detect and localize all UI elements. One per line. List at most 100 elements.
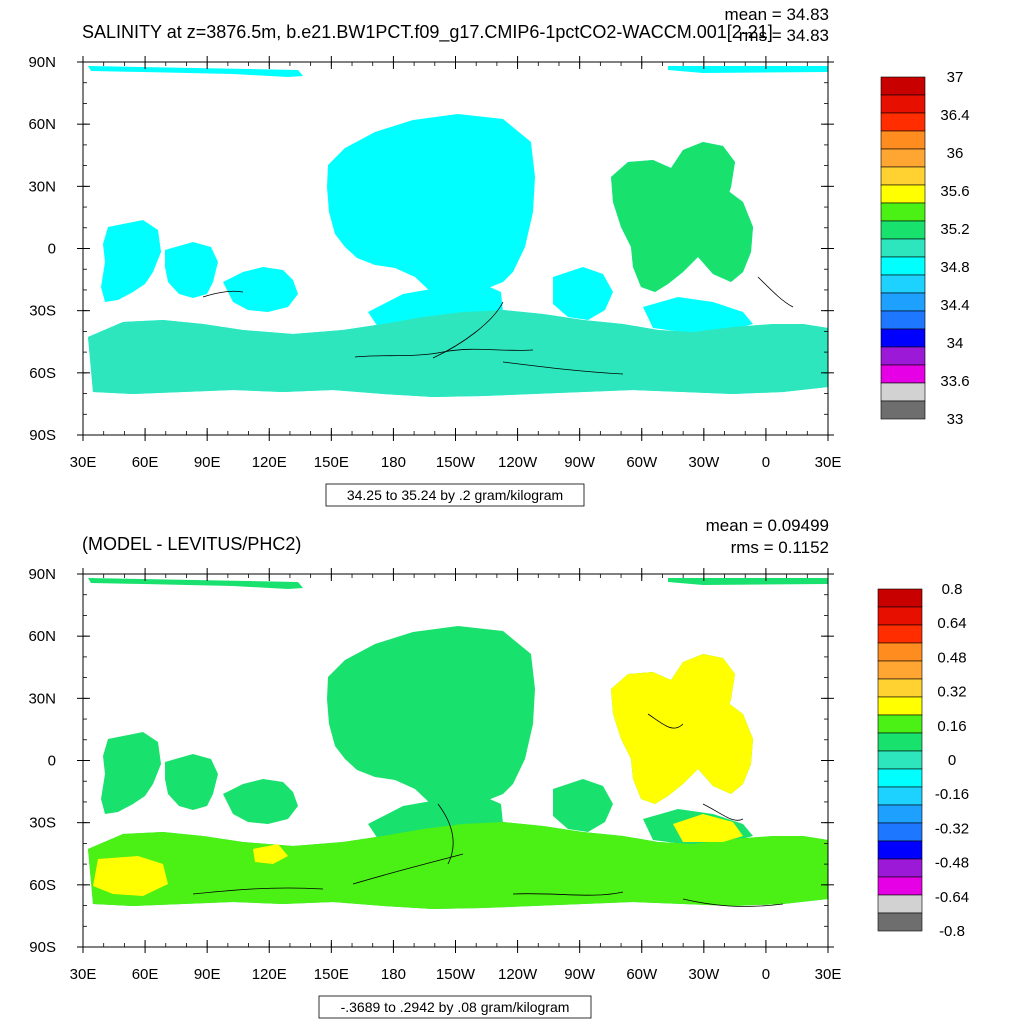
colorbar-box	[877, 786, 923, 806]
colorbar-box	[880, 382, 926, 402]
colorbar-box	[877, 894, 923, 914]
colorbar-box	[877, 768, 923, 788]
panel-title: (MODEL - LEVITUS/PHC2)	[82, 534, 301, 554]
lat-label: 30S	[29, 815, 56, 832]
colorbar-label: -0.48	[935, 855, 969, 872]
colorbar-box	[880, 130, 926, 150]
lon-label: 120E	[252, 454, 287, 471]
colorbar-box	[877, 858, 923, 878]
lon-label: 150E	[314, 966, 349, 983]
colorbar-box	[877, 840, 923, 860]
colorbar-label: 0.8	[942, 581, 963, 598]
lat-label: 0	[48, 241, 56, 258]
panel-title: SALINITY at z=3876.5m, b.e21.BW1PCT.f09_…	[82, 22, 773, 43]
colorbar-label: -0.8	[939, 923, 965, 940]
lon-labels: 30E 60E 90E 120E 150E 180 150W 120W 90W 60W 30W 0 30…	[70, 454, 842, 471]
colorbar-box	[880, 94, 926, 114]
lat-label: 60S	[29, 365, 56, 382]
rms-label: rms = 34.83	[739, 26, 829, 45]
contour-info: 34.25 to 35.24 by .2 gram/kilogram	[347, 487, 563, 503]
rms-label: rms = 0.1152	[731, 538, 829, 557]
panel-difference: (MODEL - LEVITUS/PHC2) mean = 0.09499 rm…	[28, 516, 969, 1019]
colorbar-box	[880, 148, 926, 168]
lat-label: 60N	[28, 628, 56, 645]
colorbar-box	[877, 714, 923, 734]
lon-label: 60E	[132, 966, 159, 983]
lon-label: 30E	[815, 454, 842, 471]
colorbar-box	[877, 588, 923, 608]
colorbar-box	[877, 732, 923, 752]
colorbar-label: 33	[947, 411, 964, 428]
colorbar-label: 36	[947, 145, 964, 162]
colorbar-label: 0.64	[937, 615, 966, 632]
colorbar-box	[877, 750, 923, 770]
colorbar-box	[877, 804, 923, 824]
lon-label: 30E	[70, 966, 97, 983]
colorbar-box	[880, 400, 926, 420]
colorbar-label: 34	[947, 335, 964, 352]
colorbar-label: 34.4	[940, 297, 969, 314]
colorbar-label: 34.8	[940, 259, 969, 276]
colorbar-box	[877, 606, 923, 626]
lat-label: 60S	[29, 877, 56, 894]
colorbar-box	[880, 76, 926, 96]
colorbar-label: 0.32	[937, 684, 966, 701]
colorbar-label: 36.4	[940, 107, 969, 124]
colorbar-box	[877, 678, 923, 698]
map-area	[83, 62, 828, 435]
axis-ticks	[77, 56, 834, 441]
panel-salinity: SALINITY at z=3876.5m, b.e21.BW1PCT.f09_…	[28, 5, 970, 507]
colorbar-box	[877, 912, 923, 932]
colorbar-label: 0.48	[937, 649, 966, 666]
lat-label: 0	[48, 753, 56, 770]
mean-label: mean = 34.83	[725, 5, 829, 24]
lon-label: 30W	[688, 966, 720, 983]
lon-label: 150E	[314, 454, 349, 471]
map-area	[83, 574, 828, 947]
contour-info: -.3689 to .2942 by .08 gram/kilogram	[341, 999, 570, 1015]
colorbar-box	[877, 660, 923, 680]
lon-label: 180	[381, 454, 406, 471]
lon-labels: 30E 60E 90E 120E 150E 180 150W 120W 90W 60W 30W 0 30…	[70, 966, 842, 983]
lat-label: 90S	[29, 939, 56, 956]
colorbar-label: -0.64	[935, 889, 969, 906]
colorbar-box	[880, 256, 926, 276]
colorbar-box	[877, 624, 923, 644]
lat-label: 90N	[28, 566, 56, 583]
colorbar-box	[880, 238, 926, 258]
lat-label: 90S	[29, 427, 56, 444]
colorbar-box	[877, 822, 923, 842]
lon-label: 0	[762, 966, 770, 983]
lon-label: 90W	[564, 454, 596, 471]
colorbar-box	[880, 166, 926, 186]
colorbar-label: 33.6	[940, 373, 969, 390]
colorbar-box	[880, 202, 926, 222]
lat-label: 30N	[28, 178, 56, 195]
lat-label: 30N	[28, 690, 56, 707]
lon-label: 180	[381, 966, 406, 983]
lon-label: 150W	[436, 966, 476, 983]
colorbar-label: 35.6	[940, 183, 969, 200]
yellow-patches	[93, 814, 743, 896]
lon-label: 60W	[626, 454, 658, 471]
lon-label: 30E	[70, 454, 97, 471]
lon-label: 120W	[498, 966, 538, 983]
lon-label: 90W	[564, 966, 596, 983]
colorbar-box	[877, 642, 923, 662]
colorbar-label: -0.16	[935, 786, 969, 803]
colorbar-label: 35.2	[940, 221, 969, 238]
colorbar-label: 0.16	[937, 718, 966, 735]
lon-label: 60W	[626, 966, 658, 983]
lat-label: 30S	[29, 303, 56, 320]
colorbar-box	[880, 274, 926, 294]
lon-label: 150W	[436, 454, 476, 471]
lon-label: 120E	[252, 966, 287, 983]
colorbar-label: 37	[947, 69, 964, 86]
lat-labels: 90N 60N 30N 0 30S 60S 90S	[28, 566, 56, 956]
lon-label: 60E	[132, 454, 159, 471]
lon-label: 30W	[688, 454, 720, 471]
lat-labels: 90N 60N 30N 0 30S 60S 90S	[28, 54, 56, 444]
colorbar-box	[880, 292, 926, 312]
contour-info-box	[325, 483, 585, 507]
